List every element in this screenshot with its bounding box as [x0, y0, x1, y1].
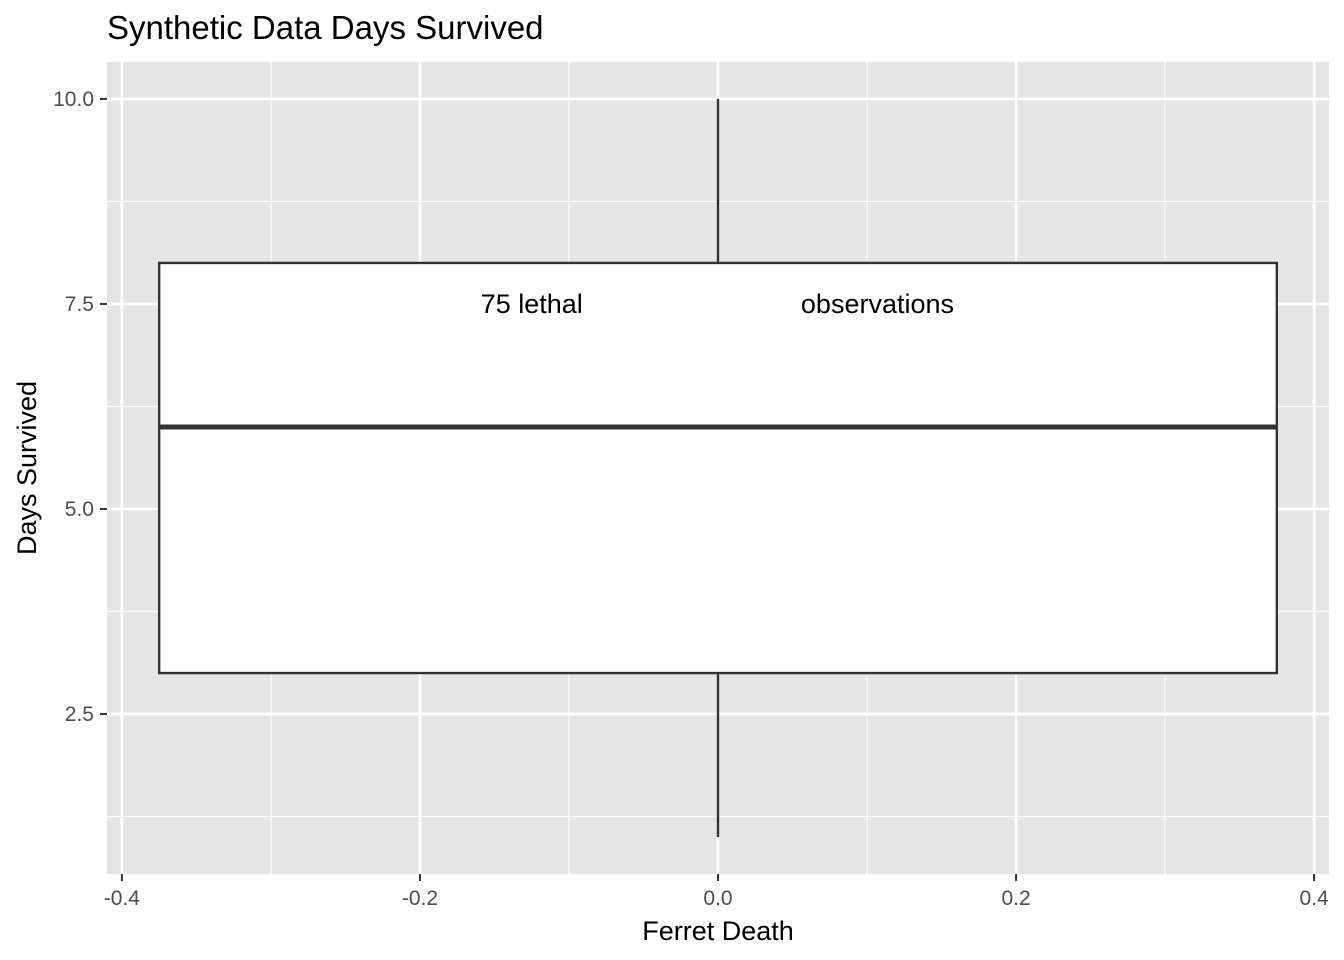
x-tick-label: 0.0: [703, 887, 732, 910]
x-tick-label: 0.2: [1001, 887, 1030, 910]
y-axis-title: Days Survived: [12, 381, 42, 555]
y-tick-label: 10.0: [53, 88, 94, 111]
x-tick-label: -0.4: [104, 887, 141, 910]
chart-title: Synthetic Data Days Survived: [107, 9, 544, 46]
x-axis: -0.4 -0.2 0.0 0.2 0.4: [104, 874, 1329, 910]
annotation-label: 75 lethal: [481, 289, 583, 319]
x-axis-title: Ferret Death: [642, 916, 794, 946]
x-tick-label: -0.2: [402, 887, 438, 910]
box-iqr: [157, 261, 1279, 675]
y-tick-label: 7.5: [65, 293, 94, 316]
y-axis: 2.5 5.0 7.5 10.0: [53, 88, 107, 726]
box-layer: [157, 98, 1279, 838]
y-tick-label: 2.5: [65, 703, 94, 726]
annotation-label: observations: [801, 289, 954, 319]
y-tick-label: 5.0: [65, 498, 94, 521]
x-tick-label: 0.4: [1299, 887, 1329, 910]
annotation-layer: 75 lethal observations: [481, 289, 954, 319]
